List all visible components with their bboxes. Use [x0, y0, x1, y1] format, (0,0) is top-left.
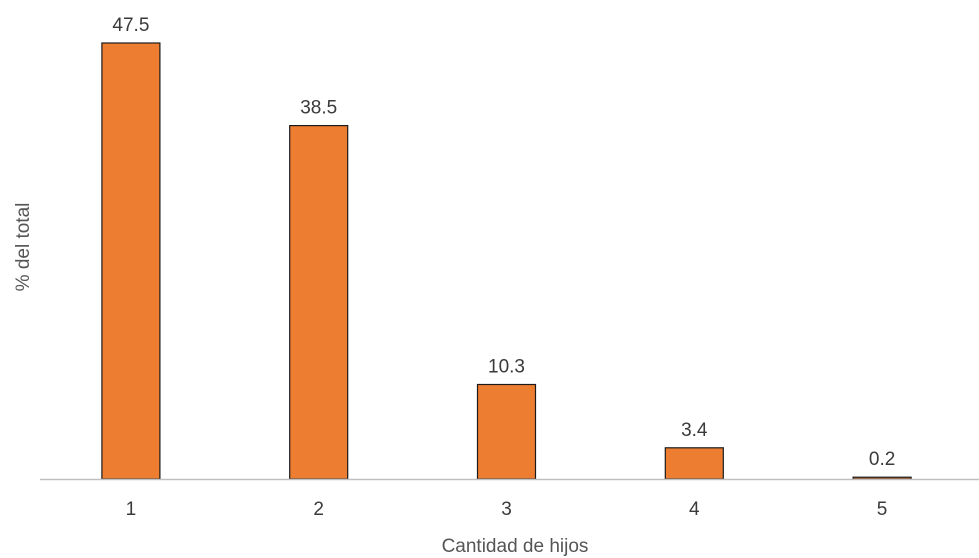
x-tick-label-4: 4 [689, 499, 700, 520]
bars-group [101, 42, 912, 480]
bar-4 [664, 447, 724, 480]
y-axis-title: % del total [13, 203, 34, 292]
data-label-5: 0.2 [869, 449, 895, 470]
x-tick-label-1: 1 [126, 499, 137, 520]
bar-5 [852, 476, 912, 480]
bar-3 [476, 383, 537, 480]
data-label-3: 10.3 [488, 357, 525, 378]
data-labels-group: 47.5 38.5 10.3 3.4 0.2 [112, 15, 895, 470]
x-axis-title: Cantidad de hijos [442, 536, 589, 557]
x-tick-labels-group: 1 2 3 4 5 [126, 499, 888, 520]
bar-2 [289, 124, 349, 480]
x-tick-label-2: 2 [313, 499, 324, 520]
data-label-2: 38.5 [300, 98, 337, 119]
x-tick-label-5: 5 [877, 499, 888, 520]
data-label-4: 3.4 [681, 420, 708, 441]
x-tick-label-3: 3 [501, 499, 512, 520]
bar-1 [101, 42, 161, 480]
data-label-1: 47.5 [112, 15, 149, 36]
